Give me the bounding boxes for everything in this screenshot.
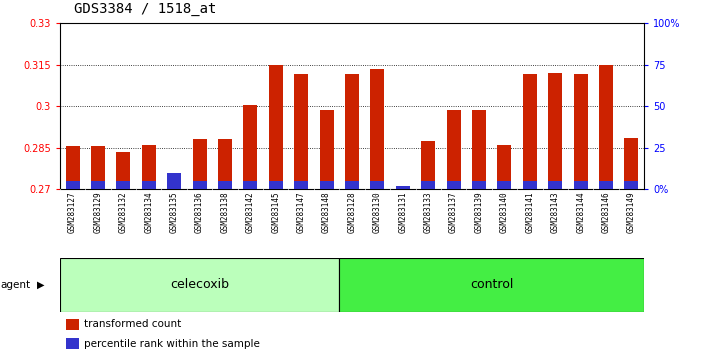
Text: GSM283149: GSM283149 [627, 192, 636, 233]
Text: control: control [470, 279, 513, 291]
Text: GSM283146: GSM283146 [601, 192, 610, 233]
Text: GSM283127: GSM283127 [68, 192, 77, 233]
Text: GSM283130: GSM283130 [373, 192, 382, 233]
Bar [65, 181, 80, 189]
Bar [142, 145, 156, 189]
Text: percentile rank within the sample: percentile rank within the sample [84, 339, 260, 349]
Bar [116, 152, 130, 189]
Text: GSM283137: GSM283137 [449, 192, 458, 233]
Bar [65, 319, 79, 330]
Text: GSM283138: GSM283138 [220, 192, 230, 233]
Bar [548, 181, 562, 189]
Bar [193, 139, 206, 189]
Bar [193, 181, 206, 189]
Bar [446, 110, 460, 189]
Text: GSM283148: GSM283148 [322, 192, 331, 233]
Bar [294, 181, 308, 189]
Bar [396, 188, 410, 189]
Text: GSM283135: GSM283135 [170, 192, 179, 233]
Bar [167, 182, 181, 189]
Text: GSM283144: GSM283144 [576, 192, 585, 233]
Text: GSM283145: GSM283145 [271, 192, 280, 233]
Bar [396, 186, 410, 189]
Bar [370, 181, 384, 189]
Bar [269, 65, 283, 189]
Bar [523, 181, 537, 189]
Text: GSM283134: GSM283134 [144, 192, 153, 233]
Bar [91, 181, 105, 189]
Bar [574, 181, 588, 189]
Bar [65, 338, 79, 349]
Text: GSM283147: GSM283147 [296, 192, 306, 233]
Bar [421, 181, 435, 189]
Text: GSM283133: GSM283133 [424, 192, 433, 233]
Bar [498, 145, 511, 189]
Bar [472, 181, 486, 189]
Text: GSM283143: GSM283143 [551, 192, 560, 233]
Bar [498, 181, 511, 189]
Text: GSM283129: GSM283129 [94, 192, 103, 233]
Bar [523, 74, 537, 189]
Bar [472, 110, 486, 189]
Bar [65, 147, 80, 189]
Bar [421, 141, 435, 189]
Bar [218, 139, 232, 189]
Text: GSM283140: GSM283140 [500, 192, 509, 233]
Text: celecoxib: celecoxib [170, 279, 229, 291]
Text: ▶: ▶ [37, 280, 44, 290]
Text: agent: agent [1, 280, 31, 290]
Bar [294, 74, 308, 189]
Bar [244, 181, 258, 189]
Bar [116, 181, 130, 189]
Text: GSM283139: GSM283139 [474, 192, 484, 233]
Bar [446, 181, 460, 189]
Text: GSM283141: GSM283141 [525, 192, 534, 233]
Bar [320, 110, 334, 189]
Text: GDS3384 / 1518_at: GDS3384 / 1518_at [74, 2, 216, 16]
Bar [244, 105, 258, 189]
Bar [320, 181, 334, 189]
Bar [370, 69, 384, 189]
Text: GSM283136: GSM283136 [195, 192, 204, 233]
Bar [60, 258, 339, 312]
Bar [624, 181, 639, 189]
Bar [345, 74, 359, 189]
Bar [142, 181, 156, 189]
Bar [345, 181, 359, 189]
Text: GSM283142: GSM283142 [246, 192, 255, 233]
Bar [624, 138, 639, 189]
Text: GSM283128: GSM283128 [348, 192, 356, 233]
Bar [599, 181, 613, 189]
Bar [574, 74, 588, 189]
Bar [339, 258, 644, 312]
Bar [599, 65, 613, 189]
Bar [91, 147, 105, 189]
Text: GSM283132: GSM283132 [119, 192, 128, 233]
Bar [218, 181, 232, 189]
Text: transformed count: transformed count [84, 319, 182, 330]
Bar [548, 73, 562, 189]
Bar [269, 181, 283, 189]
Text: GSM283131: GSM283131 [398, 192, 408, 233]
Bar [167, 173, 181, 189]
